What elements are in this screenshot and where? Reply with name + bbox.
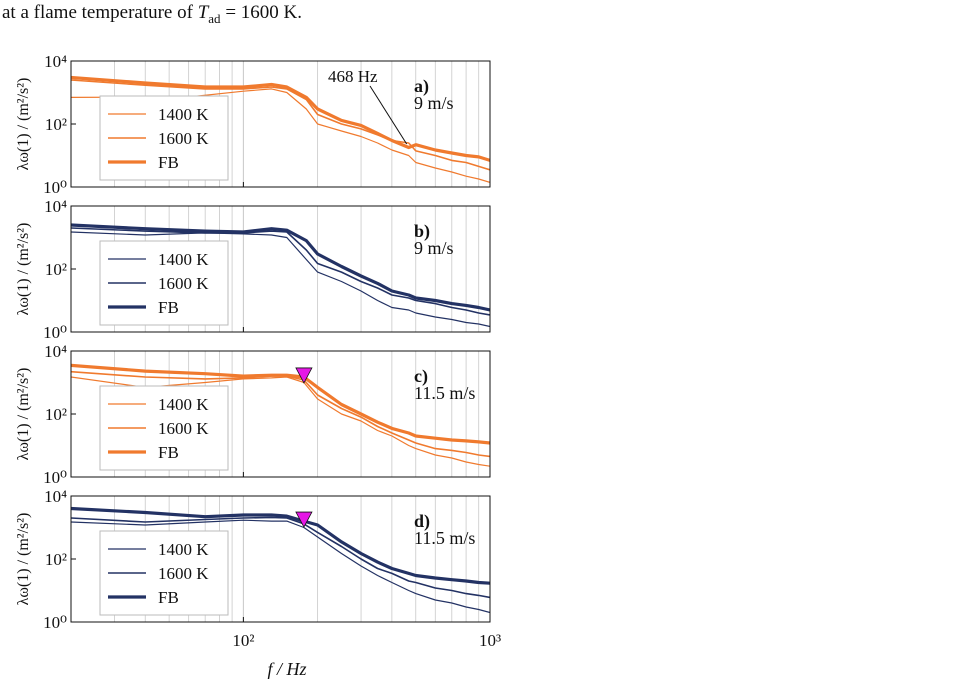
legend-label: 1600 K <box>158 419 209 438</box>
y-tick-label: 10² <box>45 115 67 134</box>
series-line-fb <box>71 363 490 445</box>
legend: 1400 K 1600 K FB <box>99 385 229 471</box>
legend: 1400 K 1600 K FB <box>99 530 229 616</box>
caption-subscript: ad <box>208 10 221 26</box>
series-line-1400-k <box>71 519 490 614</box>
peak-marker <box>295 367 313 384</box>
series-line-1600-k <box>71 370 490 458</box>
series-line-1400-k <box>71 88 490 183</box>
y-tick-label: 10⁰ <box>43 613 67 632</box>
legend: 1400 K 1600 K FB <box>99 240 229 326</box>
caption-prefix: at a flame temperature of <box>2 2 198 23</box>
series-line-1400-k <box>71 231 490 328</box>
y-axis-label: λω(1) / (m²/s²) <box>15 78 32 171</box>
legend-label: FB <box>158 443 179 462</box>
panel-label: d) <box>414 511 430 532</box>
y-tick-label: 10⁴ <box>44 197 67 216</box>
series-line-fb <box>71 506 490 585</box>
caption-text: at a flame temperature of Tad = 1600 K. <box>2 2 302 27</box>
legend-label: 1400 K <box>158 105 209 124</box>
legend-label: FB <box>158 153 179 172</box>
panel-label: a) <box>414 76 429 97</box>
y-tick-label: 10² <box>45 405 67 424</box>
panel-velocity: 11.5 m/s <box>414 528 475 548</box>
x-tick-label: 10² <box>232 631 254 650</box>
panel-velocity: 9 m/s <box>414 93 454 113</box>
y-axis-label: λω(1) / (m²/s²) <box>15 368 32 461</box>
y-tick-label: 10² <box>45 550 67 569</box>
series-line-fb <box>71 223 490 312</box>
y-axis-label: λω(1) / (m²/s²) <box>15 223 32 316</box>
legend-label: FB <box>158 298 179 317</box>
annotation-leader <box>369 85 408 145</box>
series-line-fb <box>71 75 490 162</box>
annotation-label: 468 Hz <box>328 67 378 86</box>
panel-velocity: 9 m/s <box>414 238 454 258</box>
caption-suffix: = 1600 K. <box>220 2 302 23</box>
y-tick-label: 10⁰ <box>43 178 67 197</box>
x-axis-label: f / Hz <box>267 659 306 679</box>
legend-label: 1400 K <box>158 540 209 559</box>
series-line-1600-k <box>71 79 490 171</box>
y-axis-label: λω(1) / (m²/s²) <box>15 513 32 606</box>
legend-label: FB <box>158 588 179 607</box>
y-tick-label: 10⁰ <box>43 323 67 342</box>
y-tick-label: 10⁴ <box>44 52 67 71</box>
legend-label: 1400 K <box>158 250 209 269</box>
panel-c: 10⁴ 10² 10⁰ λω(1) / (m²/s²) c)11.5 m/s 1400 K… <box>15 342 491 487</box>
panel-d: 10⁴ 10² 10⁰ λω(1) / (m²/s²) d)11.5 m/s 1400 K… <box>15 487 501 650</box>
legend-label: 1600 K <box>158 274 209 293</box>
panel-a: 10⁴ 10² 10⁰ λω(1) / (m²/s²) a)9 m/s 1400 K 160… <box>15 52 491 197</box>
legend-label: 1600 K <box>158 564 209 583</box>
y-tick-label: 10² <box>45 260 67 279</box>
panel-label: c) <box>414 366 428 387</box>
legend: 1400 K 1600 K FB <box>99 95 229 181</box>
panel-velocity: 11.5 m/s <box>414 383 475 403</box>
panel-label: b) <box>414 221 430 242</box>
y-tick-label: 10⁰ <box>43 468 67 487</box>
x-tick-label: 10³ <box>479 631 501 650</box>
legend-label: 1400 K <box>158 395 209 414</box>
peak-marker <box>295 511 313 528</box>
y-tick-label: 10⁴ <box>44 342 67 361</box>
caption-symbol: T <box>197 2 209 23</box>
series-line-1400-k <box>71 376 490 467</box>
series-line-1600-k <box>71 516 490 599</box>
legend-label: 1600 K <box>158 129 209 148</box>
y-tick-label: 10⁴ <box>44 487 67 506</box>
panel-b: 10⁴ 10² 10⁰ λω(1) / (m²/s²) b)9 m/s 1400 K 160… <box>15 197 491 342</box>
